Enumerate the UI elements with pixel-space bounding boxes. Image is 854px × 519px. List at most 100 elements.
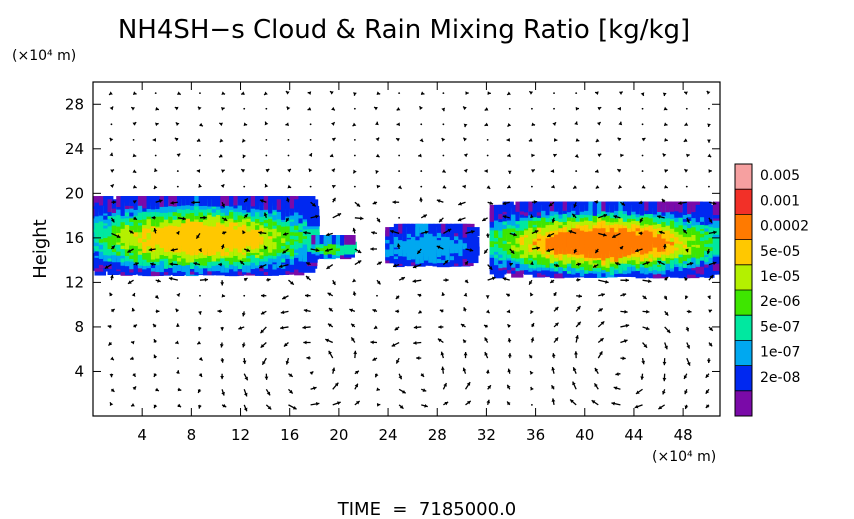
wind-vector-head bbox=[706, 250, 711, 255]
wind-vector-head bbox=[440, 366, 445, 371]
wind-vector-head bbox=[327, 323, 332, 328]
wind-vector-dot bbox=[531, 185, 533, 188]
wind-vector-head bbox=[354, 383, 359, 388]
wind-vector-head bbox=[708, 219, 712, 223]
wind-vector-head bbox=[640, 92, 645, 96]
wind-vector-head bbox=[664, 184, 668, 189]
wind-vector-head bbox=[326, 232, 330, 237]
wind-vector-head bbox=[110, 169, 114, 173]
wind-vector-head bbox=[334, 382, 339, 387]
wind-vector-head bbox=[643, 344, 648, 348]
wind-vector-head bbox=[378, 261, 382, 266]
wind-vector-head bbox=[664, 138, 668, 142]
wind-vector-head bbox=[599, 351, 603, 356]
wind-vector-dot bbox=[353, 185, 356, 188]
wind-vector-head bbox=[244, 376, 248, 381]
wind-vector-head bbox=[502, 201, 507, 206]
wind-vector-head bbox=[242, 230, 246, 235]
wind-vector-head bbox=[530, 309, 534, 314]
wind-vector-head bbox=[620, 153, 624, 158]
wind-vector-head bbox=[708, 309, 712, 314]
wind-vector-head bbox=[596, 122, 601, 126]
wind-vector-dot bbox=[442, 123, 445, 126]
wind-vector-head bbox=[132, 169, 137, 173]
wind-vector-head bbox=[220, 327, 225, 331]
wind-vector-head bbox=[568, 230, 573, 234]
wind-vector-head bbox=[412, 264, 417, 269]
wind-vector-head bbox=[264, 184, 269, 188]
wind-vector-head bbox=[176, 153, 181, 158]
wind-vector-head bbox=[412, 279, 417, 283]
wind-vector-dot bbox=[531, 107, 533, 110]
wind-vector-head bbox=[618, 91, 623, 96]
wind-vector-head bbox=[600, 321, 605, 325]
colorbar-swatch bbox=[735, 189, 752, 215]
wind-vector-head bbox=[554, 306, 559, 311]
wind-vector-head bbox=[507, 368, 512, 373]
wind-vector-head bbox=[372, 200, 377, 205]
wind-vector-head bbox=[551, 398, 556, 402]
wind-vector-head bbox=[353, 169, 357, 174]
wind-vector-head bbox=[441, 107, 446, 112]
wind-vector-head bbox=[395, 295, 400, 300]
wind-vector-dot bbox=[287, 138, 290, 141]
wind-vector-head bbox=[110, 309, 115, 313]
wind-vector-head bbox=[360, 216, 364, 221]
wind-vector-head bbox=[705, 404, 710, 408]
wind-vector-head bbox=[707, 153, 712, 158]
wind-vector-head bbox=[110, 388, 115, 392]
wind-vector-head bbox=[133, 324, 137, 329]
wind-vector-head bbox=[355, 370, 359, 375]
wind-vector-head bbox=[635, 390, 640, 394]
wind-vector-head bbox=[204, 277, 209, 282]
x-tick-label: 36 bbox=[526, 426, 545, 444]
wind-vector-head bbox=[463, 293, 468, 297]
wind-vector-head bbox=[135, 262, 139, 266]
wind-vector-head bbox=[315, 402, 320, 406]
wind-vector-head bbox=[424, 230, 429, 235]
wind-vector-head bbox=[351, 323, 355, 328]
wind-vector-head bbox=[419, 138, 424, 142]
wind-vector-head bbox=[645, 326, 650, 331]
wind-vector-head bbox=[647, 279, 652, 283]
wind-vector-head bbox=[462, 367, 467, 372]
y-tick-label: 8 bbox=[74, 318, 84, 336]
wind-vector-head bbox=[551, 366, 556, 371]
wind-vector-head bbox=[217, 309, 221, 314]
wind-vector-head bbox=[507, 384, 511, 389]
wind-vector-head bbox=[376, 280, 381, 285]
wind-vector-head bbox=[657, 260, 662, 265]
wind-vector-head bbox=[396, 138, 400, 142]
wind-vector-head bbox=[307, 106, 312, 111]
wind-vector-head bbox=[466, 400, 471, 405]
wind-vector-head bbox=[708, 169, 712, 174]
wind-vector-head bbox=[221, 169, 225, 173]
wind-vector-head bbox=[686, 153, 690, 158]
wind-vector-head bbox=[638, 231, 642, 236]
x-tick-label: 44 bbox=[624, 426, 643, 444]
wind-vector-head bbox=[197, 327, 202, 331]
wind-vector-head bbox=[116, 234, 121, 238]
wind-vector-head bbox=[417, 293, 422, 298]
wind-vector-dot bbox=[575, 92, 578, 95]
wind-vector-head bbox=[445, 278, 449, 283]
wind-vector-head bbox=[662, 92, 667, 97]
wind-vector-head bbox=[507, 324, 512, 328]
wind-vector-head bbox=[417, 250, 421, 254]
wind-vector-head bbox=[152, 137, 156, 142]
wind-vector-head bbox=[603, 213, 608, 218]
wind-vector-head bbox=[175, 323, 180, 327]
wind-vector-head bbox=[241, 91, 245, 95]
wind-vector-head bbox=[242, 360, 247, 365]
wind-vector-head bbox=[305, 293, 309, 298]
wind-vector-head bbox=[374, 106, 378, 111]
wind-vector-head bbox=[325, 338, 330, 343]
wind-vector-head bbox=[437, 338, 442, 343]
wind-vector-head bbox=[127, 249, 132, 253]
wind-vector-head bbox=[621, 202, 625, 206]
colorbar-swatch bbox=[735, 214, 752, 240]
wind-vector-dot bbox=[398, 154, 401, 157]
wind-vector-head bbox=[664, 169, 668, 173]
wind-vector-head bbox=[622, 356, 626, 361]
wind-vector-head bbox=[244, 214, 248, 218]
